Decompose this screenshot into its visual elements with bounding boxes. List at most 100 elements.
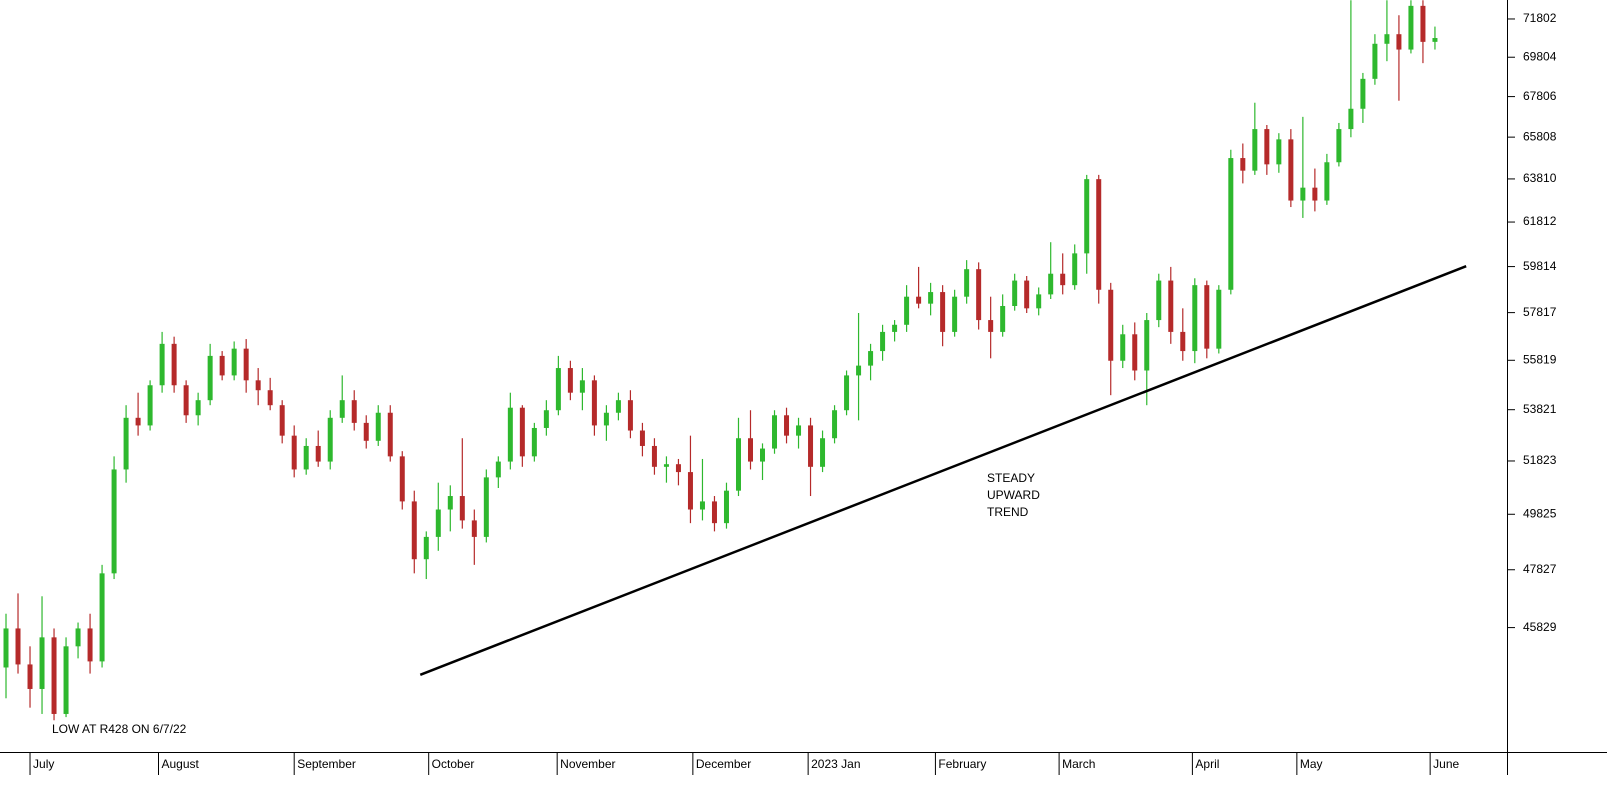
candle-body [1108, 289, 1114, 361]
candle-body [231, 348, 237, 376]
candle-body [1276, 139, 1282, 165]
candle-body [51, 637, 57, 714]
candle-body [495, 461, 501, 478]
y-tick-label: 51823 [1523, 453, 1557, 467]
y-tick-label: 47827 [1523, 562, 1557, 576]
candle-body [639, 430, 645, 446]
candle-body [147, 385, 153, 426]
candle-body [711, 501, 717, 524]
candle-body [892, 324, 898, 332]
candle-body [207, 355, 213, 401]
candle-body [820, 438, 826, 467]
x-tick-label: May [1300, 757, 1323, 771]
y-tick-label: 59814 [1523, 259, 1557, 273]
candle-body [1060, 273, 1066, 286]
candle-body [976, 269, 982, 321]
candle-body [1228, 158, 1234, 290]
candle-body [1252, 129, 1258, 171]
y-tick-label: 55819 [1523, 352, 1557, 366]
candle-body [735, 438, 741, 491]
candle-body [1348, 108, 1354, 130]
y-tick-label: 71802 [1523, 11, 1557, 25]
candle-body [243, 348, 249, 381]
y-tick-label: 49825 [1523, 506, 1557, 520]
candle-body [471, 520, 477, 537]
annotation: UPWARD [987, 488, 1040, 502]
x-tick-label: August [162, 757, 200, 771]
candle-body [880, 331, 886, 352]
candle-body [15, 628, 21, 665]
candle-body [1036, 294, 1042, 309]
candle-body [363, 422, 369, 441]
candle-body [1384, 34, 1390, 44]
candle-body [483, 477, 489, 537]
candle-body [63, 646, 69, 714]
candle-body [507, 407, 513, 462]
candle-body [195, 400, 201, 416]
candle-body [988, 320, 994, 332]
y-tick-label: 63810 [1523, 171, 1557, 185]
candle-body [1204, 285, 1210, 349]
candle-body [255, 380, 261, 391]
y-tick-label: 69804 [1523, 49, 1557, 63]
candle-body [1432, 38, 1438, 42]
candle-body [555, 368, 561, 411]
candle-body [1120, 334, 1126, 361]
candle-body [663, 464, 669, 467]
candle-body [964, 269, 970, 297]
x-tick-label: December [696, 757, 751, 771]
candle-body [27, 664, 33, 689]
trendline [419, 265, 1467, 676]
candle-body [603, 412, 609, 426]
candle-body [171, 343, 177, 386]
candle-body [772, 415, 778, 449]
candle-body [579, 380, 585, 393]
candle-body [952, 296, 958, 332]
candle-body [940, 292, 946, 332]
x-tick-label: October [432, 757, 475, 771]
candle-body [1084, 179, 1090, 254]
candle-body [1396, 34, 1402, 50]
candle-body [1168, 280, 1174, 332]
candle-body [87, 628, 93, 662]
candle-body [267, 390, 273, 406]
candle-body [747, 438, 753, 462]
candle-body [1072, 253, 1078, 286]
candle-body [904, 296, 910, 325]
candle-body [615, 400, 621, 413]
candle-body [375, 412, 381, 441]
candle-body [459, 496, 465, 521]
candle-body [291, 435, 297, 470]
candle-body [796, 425, 802, 436]
candle-body [435, 509, 441, 537]
x-tick-label: July [33, 757, 54, 771]
candle-body [303, 445, 309, 470]
candle-body [1000, 305, 1006, 332]
x-tick-label: June [1433, 757, 1459, 771]
candle-body [1420, 5, 1426, 42]
candle-body [1408, 5, 1414, 50]
candle-body [543, 410, 549, 428]
x-tick-label: 2023 Jan [811, 757, 860, 771]
candle-body [1012, 280, 1018, 306]
candle-body [1324, 162, 1330, 201]
candle-body [423, 536, 429, 560]
candle-body [111, 469, 117, 574]
candle-body [784, 415, 790, 436]
candle-body [723, 490, 729, 524]
candle-body [531, 427, 537, 457]
candle-body [519, 407, 525, 457]
candle-body [1048, 273, 1054, 295]
y-tick-label: 53821 [1523, 402, 1557, 416]
candle-body [808, 425, 814, 467]
candle-body [856, 365, 862, 376]
candle-body [1288, 139, 1294, 201]
candle-body [387, 412, 393, 457]
y-tick-label: 45829 [1523, 620, 1557, 634]
candle-body [627, 400, 633, 431]
candle-body [844, 375, 850, 411]
candle-body [1300, 187, 1306, 201]
candle-body [687, 472, 693, 510]
candle-body [1216, 289, 1222, 349]
